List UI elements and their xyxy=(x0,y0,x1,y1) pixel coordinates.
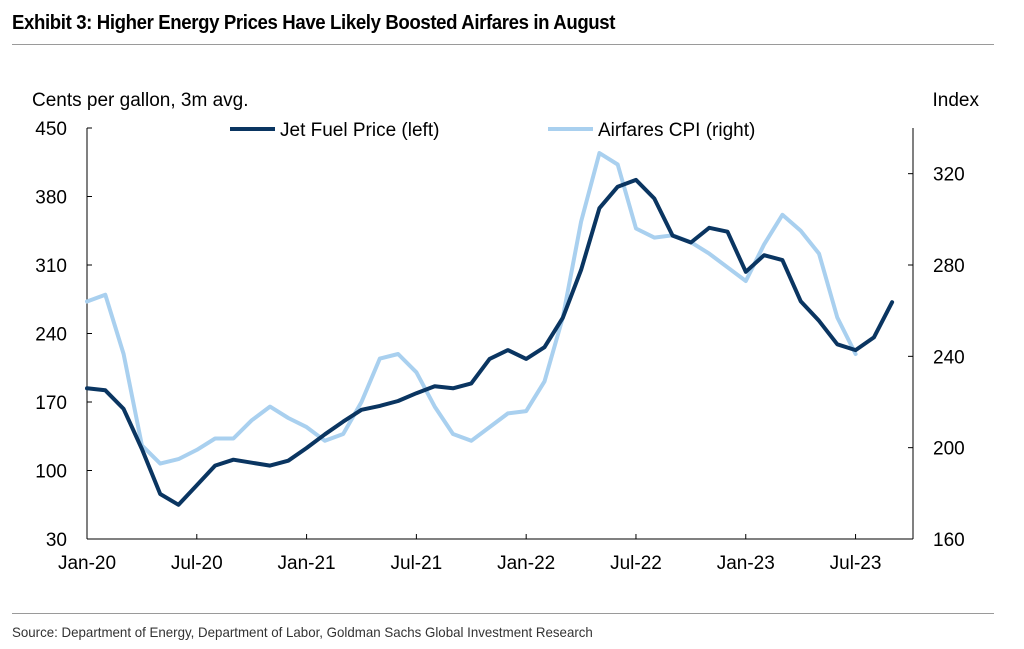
x-tick-label: Jan-20 xyxy=(58,553,116,574)
left-y-tick-label: 380 xyxy=(35,188,67,209)
x-tick-label: Jan-22 xyxy=(497,553,555,574)
right-y-tick-label: 240 xyxy=(933,347,965,368)
x-tick-label: Jul-21 xyxy=(391,553,443,574)
chart-title: Exhibit 3: Higher Energy Prices Have Lik… xyxy=(12,12,616,34)
left-y-tick-label: 30 xyxy=(46,530,67,551)
series-group xyxy=(85,151,895,507)
source-note: Source: Department of Energy, Department… xyxy=(12,624,593,640)
x-tick-label: Jan-21 xyxy=(278,553,336,574)
right-y-tick-label: 320 xyxy=(933,165,965,186)
left-y-tick-label: 240 xyxy=(35,325,67,346)
x-tick-label: Jul-23 xyxy=(830,553,882,574)
title-divider xyxy=(12,44,994,45)
left-axis-title: Cents per gallon, 3m avg. xyxy=(32,90,249,111)
left-y-tick-label: 450 xyxy=(35,119,67,140)
left-y-tick-label: 310 xyxy=(35,256,67,277)
x-tick-label: Jul-20 xyxy=(171,553,223,574)
right-y-tick-label: 280 xyxy=(933,256,965,277)
footer-divider xyxy=(12,613,994,614)
right-axis-title: Index xyxy=(933,90,980,111)
axes-group: 30 100 170 240 310 380 450 160 200 240 280 320 Jan-2… xyxy=(32,90,979,574)
jet-fuel-line xyxy=(85,177,895,507)
legend-label-jet-fuel: Jet Fuel Price (left) xyxy=(280,120,439,141)
airfares-cpi-line xyxy=(85,151,858,466)
left-y-tick-label: 100 xyxy=(35,462,67,483)
legend-group: Jet Fuel Price (left) Airfares CPI (right… xyxy=(230,120,755,141)
legend-label-airfares: Airfares CPI (right) xyxy=(598,120,755,141)
left-y-tick-label: 170 xyxy=(35,393,67,414)
chart-area: 30 100 170 240 310 380 450 160 200 240 280 320 Jan-2… xyxy=(32,90,979,574)
right-y-tick-label: 160 xyxy=(933,530,965,551)
x-tick-label: Jan-23 xyxy=(717,553,775,574)
right-y-tick-label: 200 xyxy=(933,439,965,460)
x-tick-label: Jul-22 xyxy=(610,553,662,574)
